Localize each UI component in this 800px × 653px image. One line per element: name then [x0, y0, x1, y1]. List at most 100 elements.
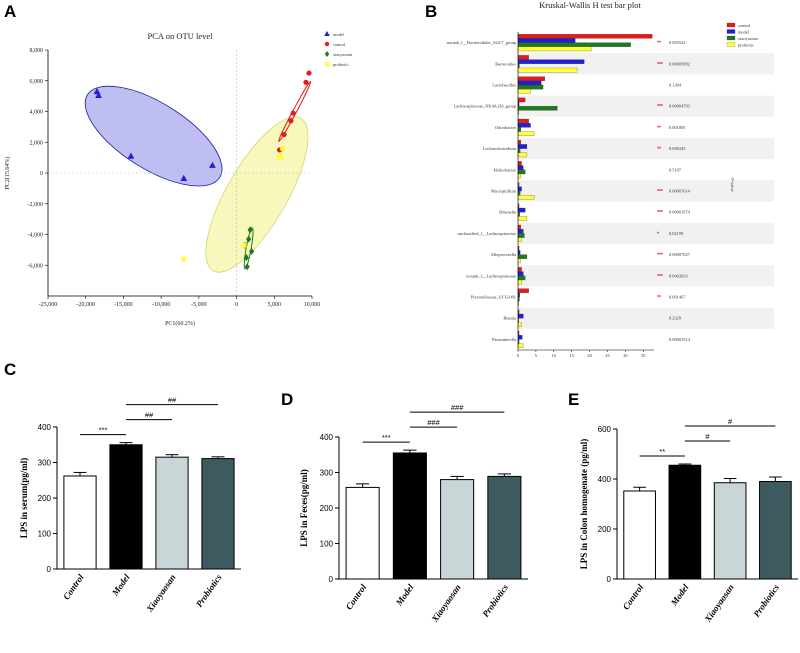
p-value: 0.001805: [669, 125, 686, 130]
x-tick-label: -20,000: [76, 302, 95, 308]
p-value: 0.005522: [669, 40, 685, 45]
y-tick-label: 0: [329, 575, 334, 584]
x-tick-label: 10: [552, 353, 557, 358]
category-label: Xiaoyaosan: [702, 582, 736, 624]
y-axis-label: LPS in Colon homogenate (pg/ml): [579, 439, 589, 570]
significance-label: ***: [99, 426, 108, 435]
p-value: 0.00007614: [669, 189, 691, 194]
legend-label-probiotic: probiotic: [738, 43, 754, 48]
legend-label-xiaoyaosan: xiaoyaosan: [738, 36, 759, 41]
taxon-label: Lactobacillus: [492, 83, 516, 88]
row-stripe: [518, 265, 774, 286]
p-value: 0.00001974: [669, 210, 691, 215]
bar-model: [518, 335, 522, 339]
kw-title: Kruskal-Wallis H test bar plot: [539, 0, 641, 10]
taxon-label: Helicobacter: [494, 167, 517, 172]
probiotic-point: [277, 154, 282, 159]
bar-probiotic: [518, 68, 577, 72]
bar-xiaoyaosan: [714, 483, 746, 579]
y-axis-label: LPS in Feces(pg/ml): [299, 469, 309, 547]
taxon-label: unclassified_f__Lachnospiraceae: [457, 231, 516, 236]
y-tick-label: 400: [38, 423, 52, 432]
bar-model: [518, 208, 525, 212]
bar-probiotic: [518, 216, 527, 220]
bar-model: [518, 272, 523, 276]
p-value: 0.00001514: [669, 337, 691, 342]
significance-stars: ***: [657, 253, 663, 259]
bar-model: [518, 314, 523, 318]
category-label: Control: [61, 572, 86, 602]
x-tick-label: -10,000: [152, 302, 171, 308]
bar-control: [64, 476, 96, 569]
y-tick-label: 400: [598, 475, 612, 484]
row-stripe: [518, 138, 774, 159]
y-tick-label: 8,000: [30, 48, 44, 54]
taxon-label: norank_f__Bacteroidales_S24-7_group: [447, 40, 517, 45]
bar-control: [518, 140, 521, 144]
p-value: 0.00007627: [669, 252, 691, 257]
bar-model: [518, 250, 520, 254]
bar-probiotic: [518, 259, 521, 263]
bar-xiaoyaosan: [518, 85, 543, 89]
bar-model: [518, 81, 541, 85]
significance-label: #: [705, 432, 710, 441]
bar-model: [518, 60, 584, 64]
legend-label-probiotic: probiotic: [333, 62, 349, 67]
bar-model: [518, 229, 523, 233]
y-axis-label: PC2(15.64%): [4, 157, 11, 190]
taxon-label: Alloprevotella: [491, 252, 516, 257]
taxon-label: Prevotellaceae_UCG-001: [471, 295, 516, 300]
legend-label-control: control: [738, 23, 751, 28]
y-tick-label: 200: [38, 494, 52, 503]
taxon-label: Odoribacter: [495, 125, 517, 130]
legend-swatch-control: [727, 23, 735, 27]
p-value: 0.02199: [669, 231, 684, 236]
bar-probiotic: [518, 47, 591, 51]
panel-label-e: E: [568, 390, 579, 409]
bar-probiotic: [518, 280, 522, 284]
row-stripe: [518, 308, 774, 329]
significance-label: ###: [451, 403, 464, 412]
bar-probiotic: [518, 322, 522, 326]
significance-stars: **: [657, 41, 661, 47]
category-label: Probiotics: [751, 582, 781, 619]
bar-model: [518, 166, 523, 170]
bar-control: [624, 491, 656, 579]
category-label: Control: [621, 582, 646, 612]
legend-swatch-xiaoyaosan: [727, 36, 735, 40]
y-tick-label: 300: [320, 469, 334, 478]
x-tick-label: 0: [235, 302, 238, 308]
lps-colon-panel: 0 200 400 600 LPS in Colon homogenate (pg/ml…: [579, 417, 798, 625]
bar-xiaoyaosan: [518, 127, 521, 131]
p-value: 0.2329: [669, 316, 682, 321]
bar-xiaoyaosan: [518, 149, 520, 153]
y-tick-label: 0: [607, 575, 612, 584]
x-tick-label: 25: [605, 353, 610, 358]
y-tick-label: -2,000: [28, 202, 44, 208]
bar-xiaoyaosan: [518, 191, 520, 195]
significance-stars: ***: [657, 189, 663, 195]
p-value: 0.1304: [669, 83, 682, 88]
category-label: Model: [393, 582, 416, 608]
category-label: Probiotics: [194, 572, 224, 609]
bar-xiaoyaosan: [518, 255, 527, 259]
pca-title: PCA on OTU level: [148, 31, 214, 41]
bar-model: [518, 187, 522, 191]
bar-xiaoyaosan: [518, 170, 525, 174]
x-tick-label: -15,000: [114, 302, 133, 308]
p-value: 0.00005982: [669, 61, 690, 66]
significance-stars: ***: [657, 104, 663, 110]
bar-probiotic: [518, 153, 527, 157]
legend-label-control: control: [333, 42, 346, 47]
category-label: Probiotics: [480, 582, 510, 619]
lps-serum-panel: 0 100 200 300 400 LPS in serum(pg/ml) Control M…: [19, 396, 241, 615]
bar-model: [518, 38, 575, 42]
taxon-label: norank_f__Lachnospiraceae: [466, 273, 516, 278]
y-tick-label: 100: [38, 530, 52, 539]
row-stripe: [518, 223, 774, 244]
bar-control: [518, 161, 522, 165]
panel-label-b: B: [425, 2, 437, 21]
y-tick-label: 6,000: [30, 79, 44, 85]
category-label: Control: [344, 582, 369, 612]
lps-feces-panel: 0100200300400LPS in Feces(pg/ml)Control M…: [299, 403, 528, 624]
